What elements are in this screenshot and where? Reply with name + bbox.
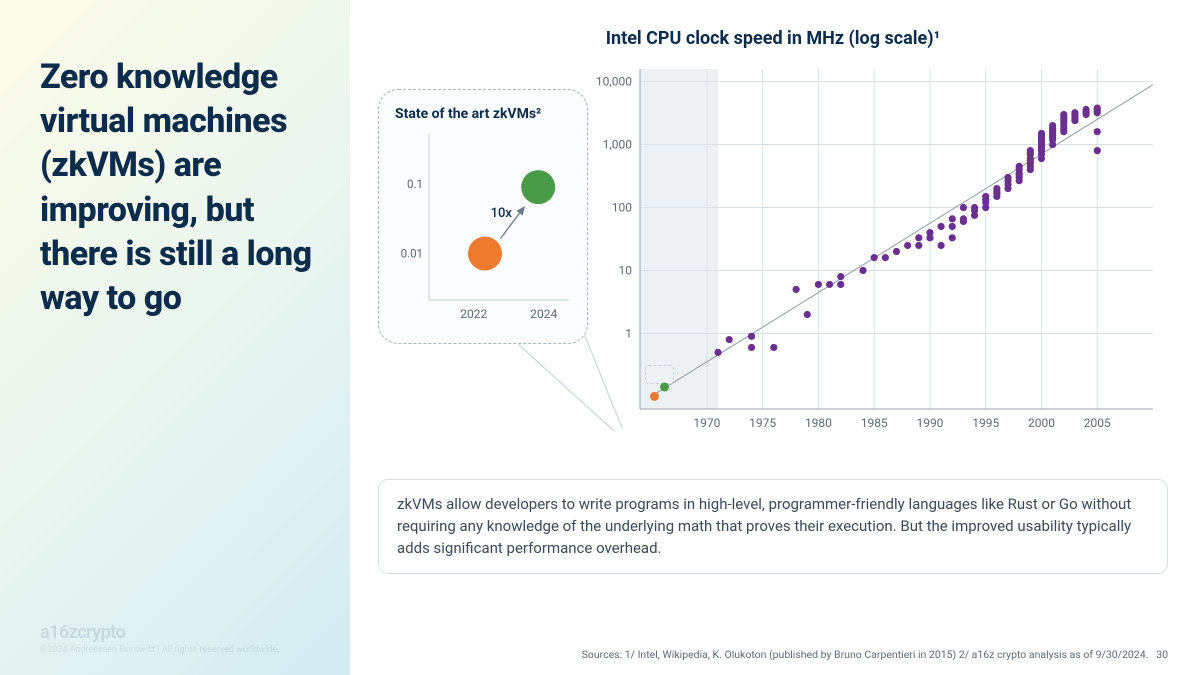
brand-sub: ©2024 Andreessen Horowitz | All rights r… xyxy=(40,645,320,655)
svg-text:1980: 1980 xyxy=(805,416,832,430)
svg-text:2000: 2000 xyxy=(1028,416,1055,430)
svg-text:1995: 1995 xyxy=(972,416,999,430)
svg-text:0.01: 0.01 xyxy=(401,247,423,261)
chart-title: Intel CPU clock speed in MHz (log scale)… xyxy=(378,28,1168,49)
inset-card: State of the art zkVMs² 0.1 0.01 2022 2024 1… xyxy=(378,89,588,344)
sources-footer: Sources: 1/ Intel, Wikipedia, K. Olukoto… xyxy=(582,648,1168,661)
svg-text:2022: 2022 xyxy=(460,307,487,321)
page-number: 30 xyxy=(1156,648,1168,661)
svg-text:10: 10 xyxy=(619,263,633,277)
brand-block: a16zcrypto ©2024 Andreessen Horowitz | A… xyxy=(40,622,320,655)
svg-text:10x: 10x xyxy=(491,206,513,221)
svg-text:0.1: 0.1 xyxy=(407,177,423,191)
inset-title: State of the art zkVMs² xyxy=(395,106,575,122)
inset-chart: 0.1 0.01 2022 2024 10x xyxy=(395,128,575,328)
svg-text:100: 100 xyxy=(612,201,632,215)
svg-text:1990: 1990 xyxy=(916,416,943,430)
svg-text:1,000: 1,000 xyxy=(603,138,633,152)
svg-text:2005: 2005 xyxy=(1084,416,1111,430)
slide: Zero knowledge virtual machines (zkVMs) … xyxy=(0,0,1200,675)
svg-text:1970: 1970 xyxy=(693,416,720,430)
main-scatter-chart: 1 10 100 1,000 10,000 1970 1975 1980 1985 1990 199… xyxy=(588,59,1163,439)
right-panel: Intel CPU clock speed in MHz (log scale)… xyxy=(350,0,1200,675)
svg-text:1985: 1985 xyxy=(861,416,888,430)
svg-text:1975: 1975 xyxy=(749,416,776,430)
brand-logo: a16zcrypto xyxy=(40,622,320,643)
chart-area: 1 10 100 1,000 10,000 1970 1975 1980 1985 1990 199… xyxy=(378,59,1168,459)
svg-text:10,000: 10,000 xyxy=(596,75,632,89)
svg-text:1: 1 xyxy=(625,326,632,340)
left-panel: Zero knowledge virtual machines (zkVMs) … xyxy=(0,0,350,675)
svg-text:2024: 2024 xyxy=(530,307,557,321)
callout-box: zkVMs allow developers to write programs… xyxy=(378,479,1168,574)
headline: Zero knowledge virtual machines (zkVMs) … xyxy=(40,55,320,320)
